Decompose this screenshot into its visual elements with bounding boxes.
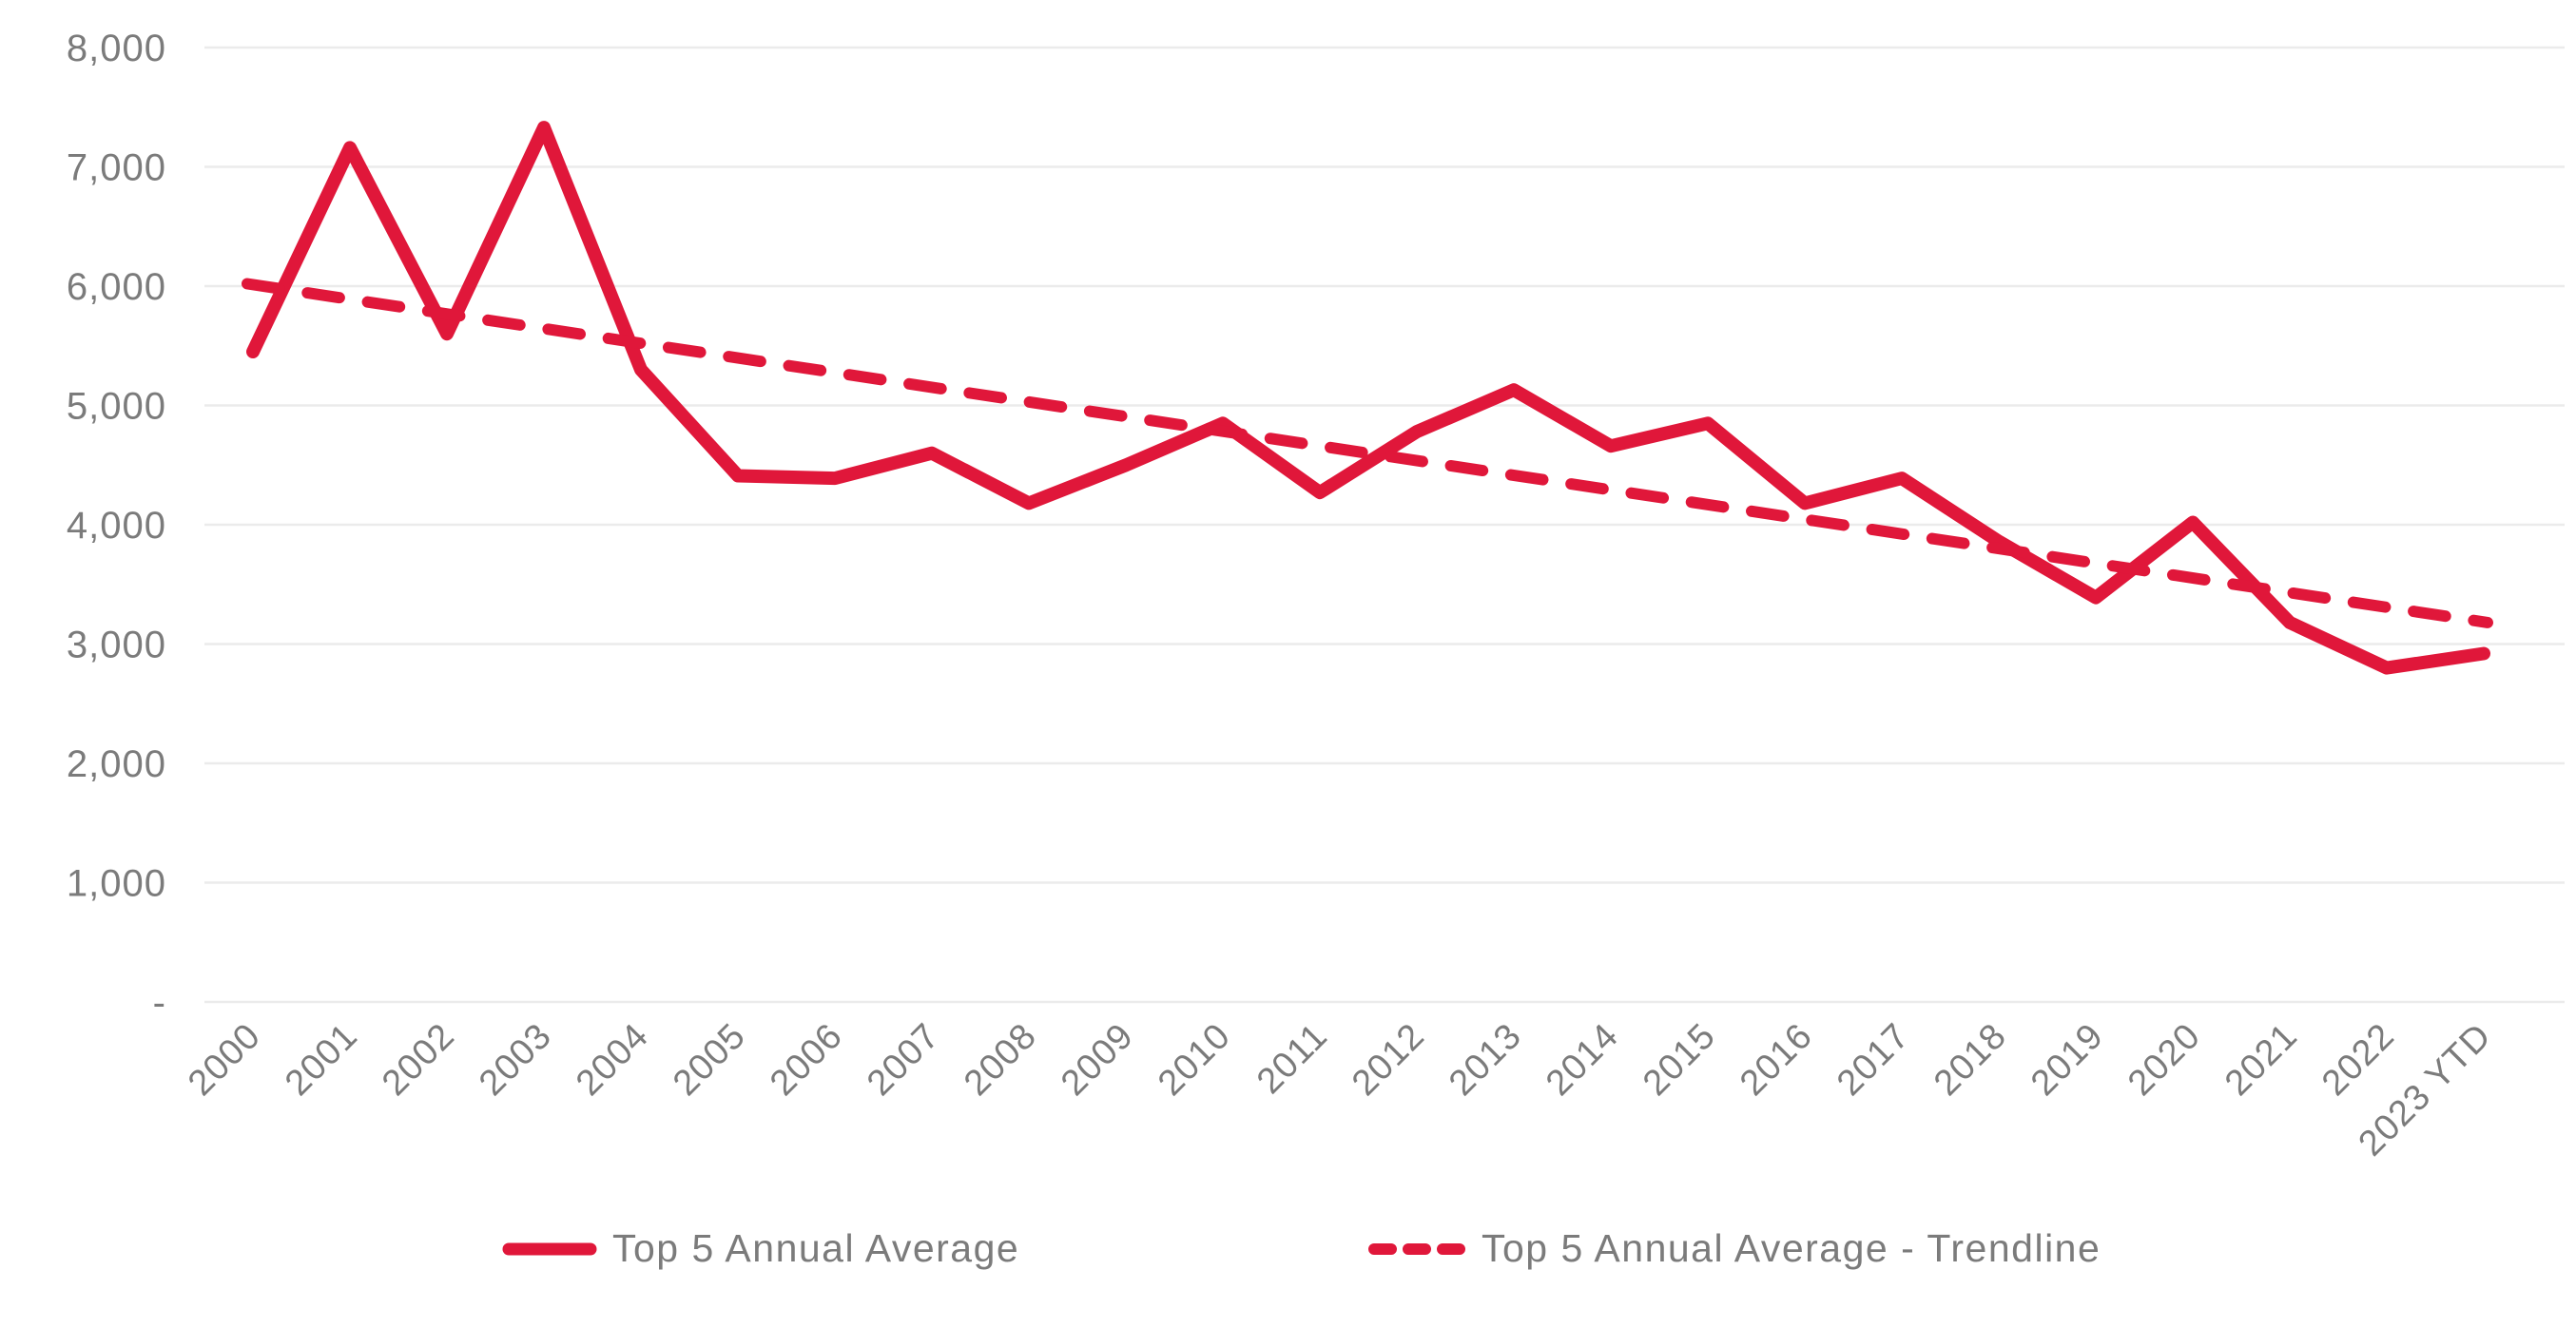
x-axis-label: 2005	[666, 1016, 753, 1104]
y-axis-label: 5,000	[67, 386, 166, 428]
legend: Top 5 Annual Average Top 5 Annual Averag…	[0, 1226, 2576, 1293]
x-axis-label: 2015	[1636, 1016, 1723, 1104]
x-axis-label: 2006	[763, 1016, 850, 1104]
x-axis-label: 2016	[1733, 1016, 1820, 1104]
average-line[interactable]	[246, 121, 2490, 675]
x-axis-label: 2022	[2315, 1016, 2402, 1104]
x-axis-label: 2001	[278, 1016, 365, 1104]
x-axis-label: 2017	[1830, 1016, 1917, 1104]
x-axis-label: 2004	[569, 1016, 656, 1104]
x-axis-label: 2020	[2121, 1016, 2208, 1104]
x-axis-label: 2019	[2024, 1016, 2111, 1104]
y-axis-label: -	[153, 982, 166, 1024]
x-axis-label: 2003	[472, 1016, 559, 1104]
legend-item-trendline[interactable]: Top 5 Annual Average - Trendline	[1367, 1226, 2101, 1271]
x-axis-label: 2014	[1539, 1016, 1626, 1104]
y-axis-label: 4,000	[67, 505, 166, 547]
x-axis-label: 2011	[1249, 1016, 1335, 1102]
y-axis-label: 3,000	[67, 625, 166, 666]
y-axis-label: 8,000	[67, 28, 166, 69]
x-axis-label: 2010	[1151, 1016, 1238, 1104]
x-axis-label: 2000	[181, 1016, 268, 1104]
y-axis-label: 6,000	[67, 266, 166, 308]
x-axis-label: 2009	[1054, 1016, 1141, 1104]
trendline[interactable]	[242, 278, 2493, 628]
x-axis-label: 2008	[957, 1016, 1044, 1104]
x-axis-label: 2018	[1927, 1016, 2014, 1104]
y-axis-label: 2,000	[67, 743, 166, 785]
x-axis-label: 2013	[1442, 1016, 1529, 1104]
x-axis-label: 2002	[375, 1016, 462, 1104]
x-axis-label: 2012	[1345, 1016, 1432, 1104]
x-axis-label: 2021	[2218, 1016, 2305, 1104]
legend-label-trendline: Top 5 Annual Average - Trendline	[1482, 1226, 2101, 1270]
y-axis-label: 7,000	[67, 147, 166, 189]
solid-line-swatch	[502, 1242, 597, 1255]
x-axis-label: 2007	[860, 1016, 947, 1104]
dashed-line-swatch	[1368, 1242, 1465, 1255]
legend-label-average: Top 5 Annual Average	[612, 1226, 1020, 1270]
legend-item-average[interactable]: Top 5 Annual Average	[502, 1226, 1019, 1271]
y-axis-label: 1,000	[67, 863, 166, 905]
